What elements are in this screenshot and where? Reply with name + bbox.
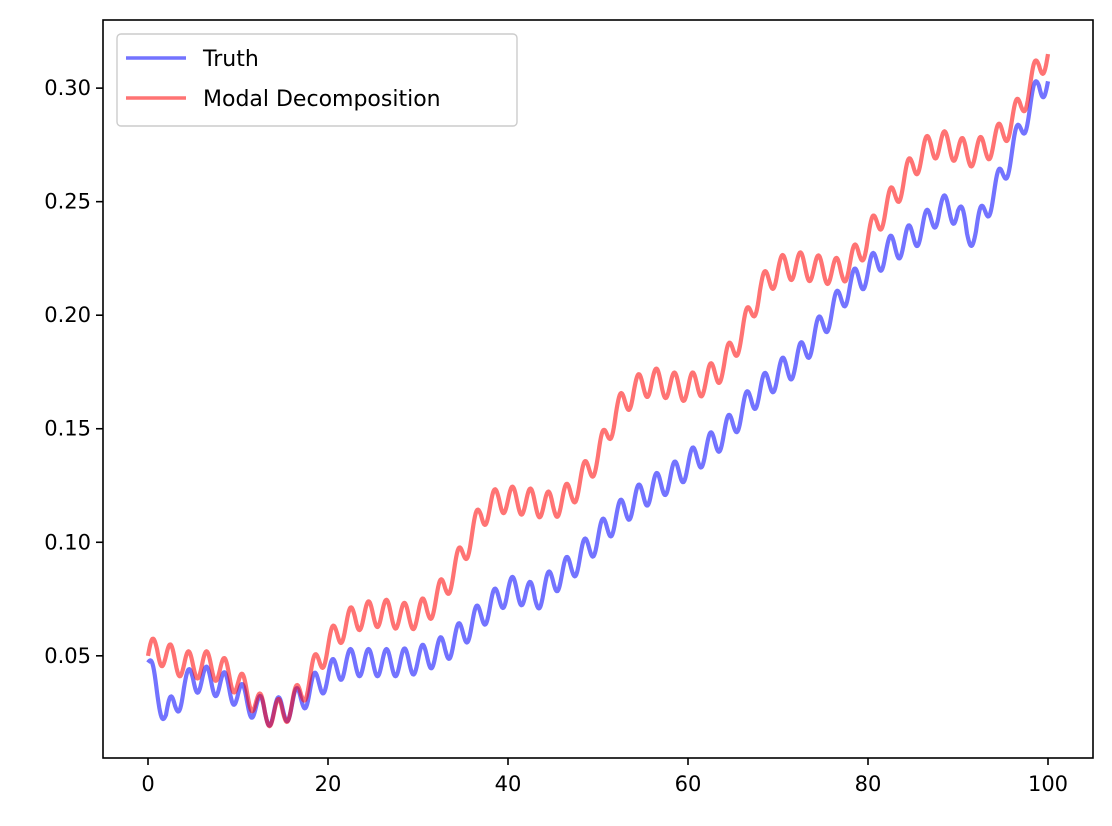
legend: Truth Modal Decomposition bbox=[116, 33, 518, 127]
y-tick-label: 0.05 bbox=[44, 644, 91, 668]
y-tick-label: 0.15 bbox=[44, 417, 91, 441]
y-tick-label: 0.25 bbox=[44, 190, 91, 214]
plot-area-frame bbox=[102, 19, 1094, 759]
y-tick-label: 0.30 bbox=[44, 76, 91, 100]
y-tick-label: 0.10 bbox=[44, 530, 91, 554]
series-lines bbox=[145, 53, 1051, 729]
x-tick-label: 40 bbox=[495, 772, 522, 796]
x-tick-label: 20 bbox=[315, 772, 342, 796]
series-line-modal-decomposition bbox=[145, 53, 1051, 729]
legend-label-truth: Truth bbox=[202, 47, 259, 72]
x-tick-label: 60 bbox=[675, 772, 702, 796]
legend-label-modal-decomposition: Modal Decomposition bbox=[203, 87, 441, 112]
x-tick-label: 100 bbox=[1028, 772, 1068, 796]
x-axis-ticks: 0 20 40 60 80 100 bbox=[141, 758, 1068, 796]
y-tick-label: 0.20 bbox=[44, 303, 91, 327]
x-tick-label: 80 bbox=[855, 772, 882, 796]
y-axis-ticks: 0.05 0.10 0.15 0.20 0.25 0.30 bbox=[44, 76, 103, 668]
x-tick-label: 0 bbox=[141, 772, 154, 796]
legend-box bbox=[116, 33, 518, 127]
